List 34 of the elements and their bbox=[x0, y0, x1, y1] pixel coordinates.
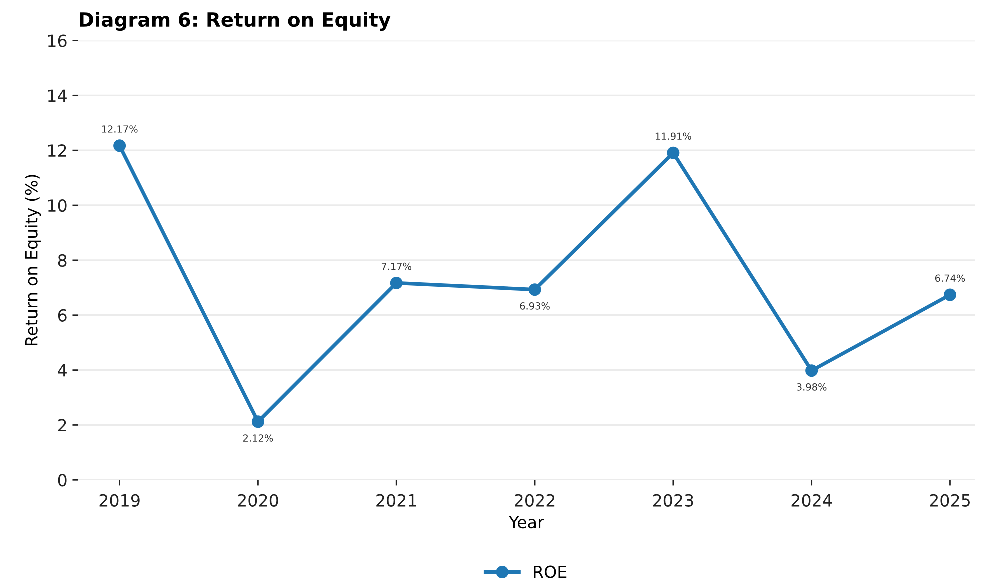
y-tick-label: 14 bbox=[48, 90, 67, 102]
x-tick-label: 2020 bbox=[238, 494, 278, 507]
point bbox=[390, 276, 403, 290]
x-tick-label: 2019 bbox=[100, 494, 140, 507]
y-tick-label: 0 bbox=[58, 474, 67, 487]
y-tick-label: 12 bbox=[48, 144, 66, 157]
x-tick-label: 2025 bbox=[930, 494, 970, 507]
x-tick-label: 2024 bbox=[792, 494, 832, 507]
data-label: 6.93% bbox=[520, 302, 550, 310]
legend-label: ROE bbox=[534, 566, 567, 578]
x-axis-title: Year bbox=[509, 516, 544, 529]
point bbox=[528, 284, 542, 296]
x-tick-label: 2021 bbox=[376, 494, 416, 507]
y-tick-label: 16 bbox=[48, 34, 67, 48]
data-label: 12.17% bbox=[102, 126, 138, 133]
y-tick-label: 8 bbox=[58, 254, 67, 268]
y-tick-label: 6 bbox=[58, 309, 67, 322]
point bbox=[667, 146, 680, 160]
y-tick-label: 4 bbox=[58, 364, 67, 377]
data-label: 6.74% bbox=[935, 274, 966, 282]
data-label: 3.98% bbox=[797, 384, 827, 391]
point bbox=[252, 416, 264, 428]
x-tick-label: 2023 bbox=[653, 494, 694, 507]
chart-title: Diagram 6: Return on Equity bbox=[80, 12, 391, 32]
point bbox=[114, 140, 126, 152]
point bbox=[806, 364, 818, 378]
y-tick-label: 10 bbox=[48, 199, 67, 212]
data-label: 11.91% bbox=[656, 132, 692, 140]
x-tick-label: 2022 bbox=[515, 494, 555, 507]
y-tick-label: 2 bbox=[58, 419, 66, 432]
data-label: 7.17% bbox=[382, 262, 412, 270]
point bbox=[944, 288, 956, 302]
y-axis-title: Return on Equity (%) bbox=[24, 175, 42, 346]
data-label: 2.12% bbox=[243, 434, 274, 442]
